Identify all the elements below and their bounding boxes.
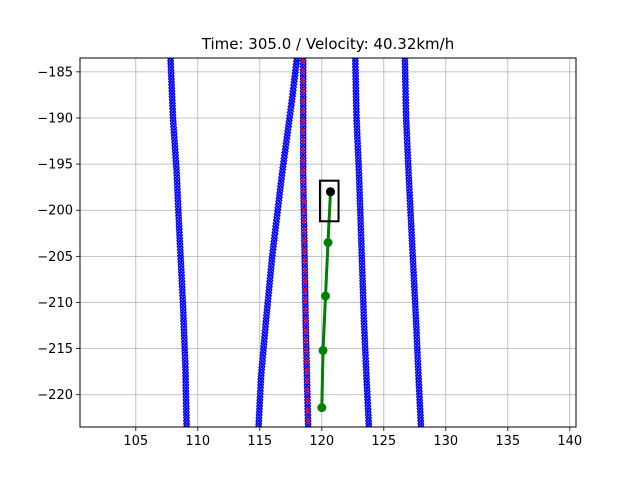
trajectory-point bbox=[317, 403, 327, 413]
reference-marker bbox=[299, 84, 307, 92]
y-tick-label: −185 bbox=[37, 65, 73, 80]
reference-marker bbox=[299, 93, 307, 101]
x-tick-label: 140 bbox=[557, 434, 582, 449]
y-tick-label: −195 bbox=[37, 158, 73, 173]
trajectory-point bbox=[321, 291, 331, 301]
x-tick-label: 135 bbox=[495, 434, 520, 449]
reference-marker bbox=[304, 423, 312, 427]
series-blue-x-markers-1 bbox=[255, 58, 301, 427]
reference-marker bbox=[299, 63, 307, 71]
plot-frame bbox=[79, 57, 577, 428]
x-tick-label: 120 bbox=[309, 434, 334, 449]
lane-marker bbox=[365, 423, 373, 427]
series-blue-x-markers-0 bbox=[167, 58, 191, 427]
lane-marker bbox=[183, 423, 191, 427]
x-tick-label: 115 bbox=[247, 434, 272, 449]
grid-lines bbox=[80, 58, 576, 427]
x-tick-label: 110 bbox=[185, 434, 210, 449]
series-blue-x-markers-3 bbox=[401, 58, 425, 427]
trajectory-point bbox=[323, 238, 333, 247]
y-tick-label: −220 bbox=[37, 388, 73, 403]
chart-title: Time: 305.0 / Velocity: 40.32km/h bbox=[201, 35, 454, 53]
x-tick-label: 105 bbox=[123, 434, 148, 449]
lane-marker bbox=[417, 423, 425, 427]
x-tick-label: 125 bbox=[371, 434, 396, 449]
reference-marker bbox=[299, 81, 307, 89]
vehicle bbox=[318, 179, 340, 223]
reference-marker bbox=[299, 111, 307, 119]
reference-marker bbox=[299, 58, 307, 62]
y-tick-label: −200 bbox=[37, 204, 73, 219]
y-tick-label: −190 bbox=[37, 111, 73, 126]
trajectory-point bbox=[318, 345, 328, 355]
series-red-dashed-blue-markers-4 bbox=[299, 58, 312, 427]
y-tick-label: −210 bbox=[37, 296, 73, 311]
vehicle-position bbox=[325, 187, 335, 197]
y-tick-label: −205 bbox=[37, 250, 73, 265]
reference-marker bbox=[299, 72, 307, 80]
lane-marker bbox=[255, 423, 263, 427]
x-tick-label: 130 bbox=[433, 434, 458, 449]
axis-ticks: 105 110 115 120 125 130 135 140 −185 −190 −195 −200… bbox=[37, 65, 582, 449]
reference-marker bbox=[299, 102, 307, 110]
vehicle-box bbox=[318, 179, 340, 223]
series-blue-x-markers-2 bbox=[351, 58, 373, 427]
data-layer bbox=[167, 58, 425, 427]
y-tick-label: −215 bbox=[37, 342, 73, 357]
series-green-line-dots-5 bbox=[317, 187, 335, 413]
